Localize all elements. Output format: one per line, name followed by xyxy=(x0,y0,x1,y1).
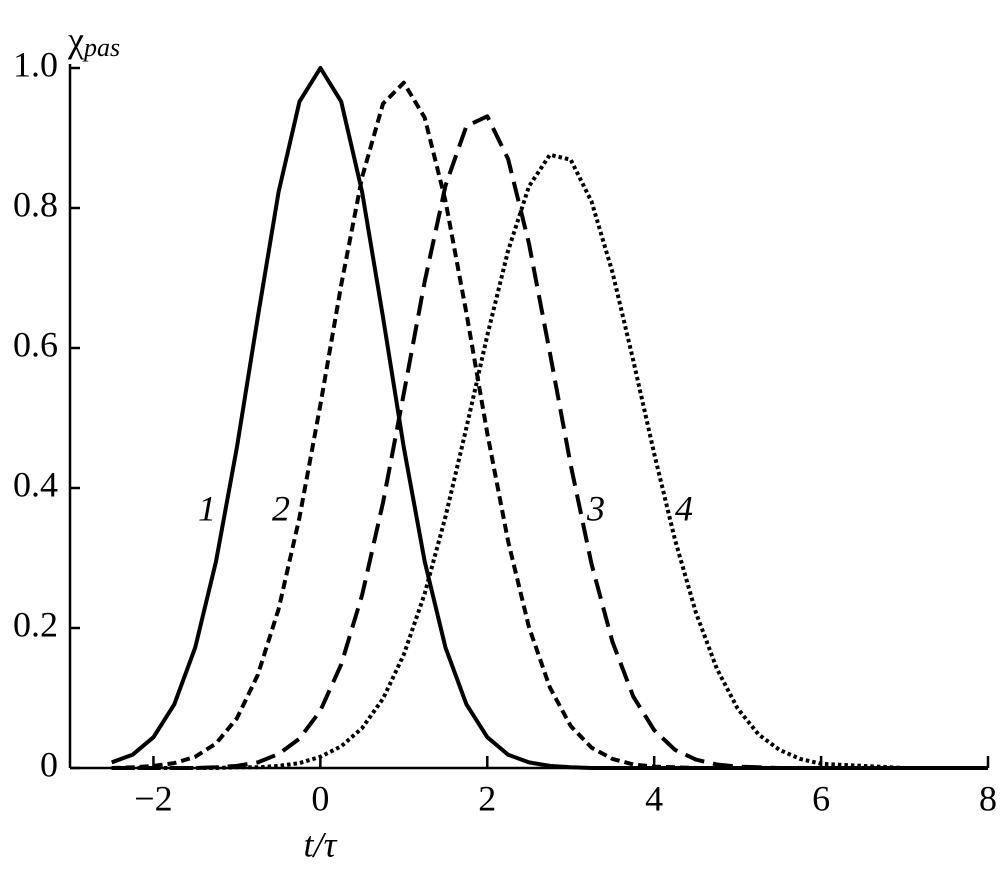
curve xyxy=(111,66,988,770)
curve xyxy=(111,114,988,770)
y-tick-label: 0.4 xyxy=(13,464,58,504)
y-label-subscript: pas xyxy=(82,33,120,62)
y-tick-label: 0.2 xyxy=(13,604,58,644)
x-tick-label: 2 xyxy=(478,778,496,818)
curve-label: 3 xyxy=(586,488,605,528)
curve xyxy=(111,152,988,770)
x-tick-label: 0 xyxy=(311,778,329,818)
y-axis-label: χpas xyxy=(67,20,120,62)
x-tick-label: −2 xyxy=(134,778,172,818)
x-tick-label: 4 xyxy=(645,778,663,818)
y-tick-label: 1.0 xyxy=(13,44,58,84)
x-axis-label: t/τ xyxy=(304,824,338,864)
y-tick-label: 0.6 xyxy=(13,324,58,364)
y-tick-label: 0.8 xyxy=(13,184,58,224)
curve-label: 2 xyxy=(272,488,290,528)
y-tick-label: 0 xyxy=(40,744,58,784)
curve-label: 4 xyxy=(675,488,693,528)
x-tick-label: 6 xyxy=(812,778,830,818)
x-tick-label: 8 xyxy=(979,778,997,818)
curve-label: 1 xyxy=(198,488,216,528)
curve xyxy=(111,80,988,770)
y-label-symbol: χ xyxy=(67,20,84,60)
